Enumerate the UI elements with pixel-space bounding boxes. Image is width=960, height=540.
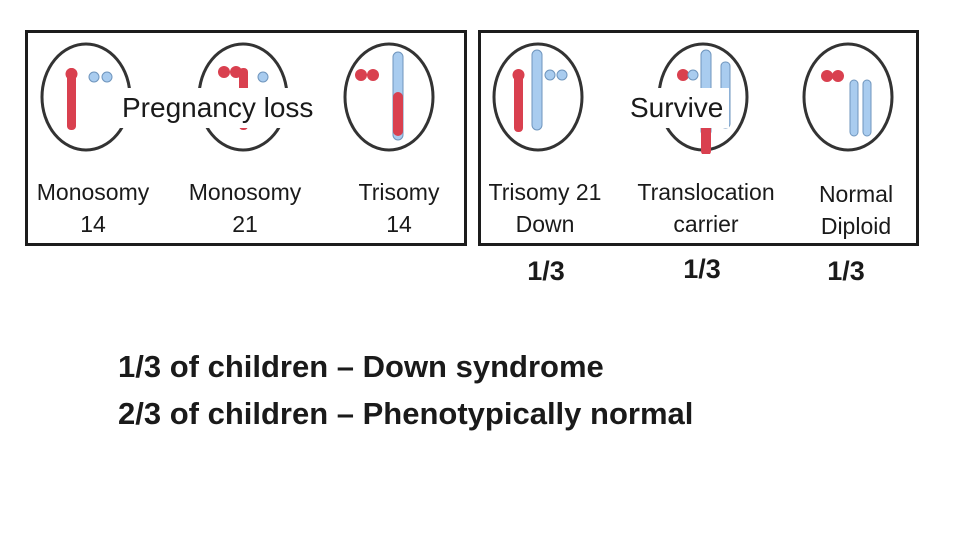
survive-title: Survive (624, 88, 730, 128)
summary-down-syndrome: 1/3 of children – Down syndrome (118, 349, 604, 384)
label-normal-diploid: Normal Diploid (818, 181, 894, 239)
ratio-translocation-carrier: 1/3 (683, 254, 721, 284)
cell-trisomy-14 (341, 40, 437, 154)
label-monosomy-21: Monosomy 21 (188, 179, 302, 237)
survive-box (478, 30, 919, 246)
label-translocation-carrier: Translocation carrier (637, 179, 775, 237)
label-monosomy-14: Monosomy 14 (36, 179, 150, 237)
cell-normal-diploid (800, 40, 896, 154)
pregnancy-loss-box (25, 30, 467, 246)
cell-monosomy-14 (38, 40, 134, 154)
ratio-normal-diploid: 1/3 (827, 256, 865, 286)
summary-phenotypically-normal: 2/3 of children – Phenotypically normal (118, 396, 694, 431)
cell-trisomy-21-down (490, 40, 586, 154)
label-trisomy-14: Trisomy 14 (358, 179, 440, 237)
label-trisomy-21-down: Trisomy 21 Down (488, 179, 602, 237)
ratio-trisomy-21: 1/3 (527, 256, 565, 286)
pregnancy-loss-title: Pregnancy loss (116, 88, 320, 128)
